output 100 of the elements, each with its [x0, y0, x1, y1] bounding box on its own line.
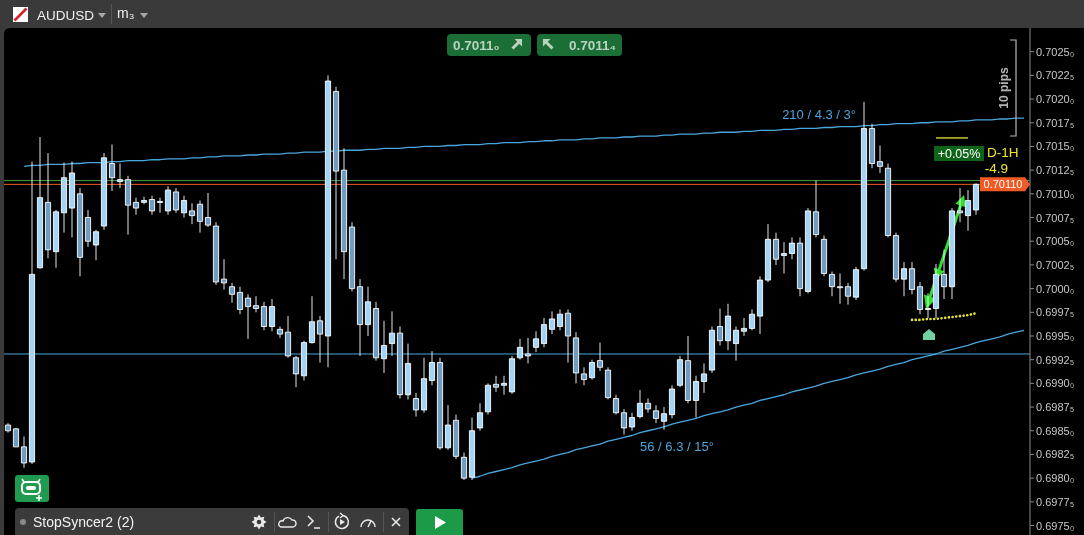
candlestick	[372, 301, 380, 362]
candlestick	[780, 241, 788, 274]
candlestick	[820, 235, 828, 277]
candlestick	[748, 309, 756, 331]
y-tick-label: 0.6990₀	[1036, 377, 1075, 390]
candlestick	[236, 286, 244, 315]
candlestick	[188, 202, 196, 225]
y-tick-label: 0.6997₅	[1036, 306, 1075, 319]
candlestick	[164, 185, 172, 216]
candlestick	[28, 161, 36, 465]
candlestick	[148, 195, 156, 216]
candlestick	[212, 221, 220, 286]
candlestick	[220, 258, 228, 291]
candlestick	[756, 275, 764, 335]
candlestick	[268, 298, 276, 332]
candlestick	[76, 187, 84, 277]
y-tick-label: 0.7005₀	[1036, 235, 1075, 248]
y-tick-label: 0.7020₀	[1036, 93, 1075, 106]
candlestick	[308, 295, 316, 345]
candlestick	[332, 86, 340, 260]
candlestick	[524, 337, 532, 364]
y-tick-label: 0.6975₀	[1036, 519, 1075, 532]
y-tick-label: 0.7022₅	[1036, 69, 1075, 82]
annotation: +0.05%	[937, 147, 981, 161]
candlestick	[412, 392, 420, 417]
candlestick	[300, 340, 308, 381]
candlestick	[764, 223, 772, 283]
annotation: StopSyncer2 (2)	[33, 514, 135, 530]
candlestick	[388, 310, 396, 357]
candlestick	[932, 263, 940, 319]
candlestick	[908, 261, 916, 295]
candlestick	[468, 417, 476, 481]
candlestick	[516, 338, 524, 361]
y-tick-label: 0.7002₅	[1036, 258, 1075, 271]
candlestick	[252, 295, 260, 313]
candlestick	[420, 357, 428, 414]
candlestick	[444, 404, 452, 451]
candlestick	[292, 355, 300, 388]
series-label: 210 / 4.3 / 3°	[782, 106, 856, 122]
candlestick	[364, 286, 372, 337]
candlestick	[676, 355, 684, 388]
candlestick	[716, 308, 724, 346]
y-tick-label: 0.7000₀	[1036, 282, 1075, 295]
candlestick	[572, 331, 580, 384]
candlestick	[436, 357, 444, 451]
candlestick	[4, 422, 12, 434]
candlestick	[532, 330, 540, 353]
candlestick	[636, 389, 644, 419]
candlestick	[380, 320, 388, 374]
y-tick-label: 0.6977₅	[1036, 495, 1075, 508]
toolbar: StopSyncer2 (2)	[15, 508, 409, 535]
annotation: D-1H	[987, 145, 1019, 160]
candlestick	[844, 282, 852, 306]
candlestick	[60, 162, 68, 234]
candlestick	[124, 175, 132, 236]
candlestick	[172, 187, 180, 214]
candlestick	[260, 301, 268, 331]
candlestick	[604, 366, 612, 400]
candlestick	[460, 452, 468, 481]
candlestick	[948, 207, 956, 300]
candlestick	[548, 310, 556, 335]
candlestick	[84, 209, 92, 248]
y-tick-label: 0.7015₀	[1036, 140, 1075, 153]
candlestick	[788, 236, 796, 260]
candlestick	[708, 326, 716, 374]
candlestick	[836, 272, 844, 305]
candlestick	[868, 123, 876, 169]
candlestick	[652, 404, 660, 424]
y-tick-label: 0.7025₀	[1036, 45, 1075, 58]
candlestick	[540, 317, 548, 348]
ref-line-label: 0.70110	[983, 178, 1023, 191]
candlestick	[660, 406, 668, 431]
candlestick	[876, 145, 884, 174]
candlestick	[20, 435, 28, 469]
y-tick-label: 0.7010₀	[1036, 187, 1075, 200]
candlestick	[484, 382, 492, 416]
candlestick	[964, 189, 972, 232]
candlestick	[276, 326, 284, 339]
annotation: 0.7011₀	[453, 38, 500, 53]
candlestick	[668, 384, 676, 419]
candlestick	[852, 266, 860, 301]
candlestick	[180, 195, 188, 218]
y-tick-label: 0.6980₀	[1036, 472, 1075, 485]
candlestick	[228, 282, 236, 304]
candlestick	[892, 232, 900, 283]
candlestick	[860, 101, 868, 272]
candlestick	[620, 408, 628, 435]
candlestick	[340, 147, 348, 280]
candlestick	[132, 197, 140, 216]
candlestick	[724, 303, 732, 351]
candlestick	[692, 375, 700, 418]
chart-subtitle: m₃	[117, 5, 135, 21]
candlestick	[476, 402, 484, 432]
y-tick-label: 0.7012₅	[1036, 164, 1075, 177]
candlestick	[324, 74, 332, 368]
candlestick	[284, 315, 292, 359]
candlestick	[428, 350, 436, 386]
candlestick	[700, 363, 708, 394]
y-tick-label: 0.6987₅	[1036, 401, 1075, 414]
candlestick	[316, 315, 324, 363]
